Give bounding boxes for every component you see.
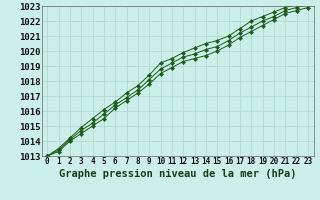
X-axis label: Graphe pression niveau de la mer (hPa): Graphe pression niveau de la mer (hPa) bbox=[59, 169, 296, 179]
